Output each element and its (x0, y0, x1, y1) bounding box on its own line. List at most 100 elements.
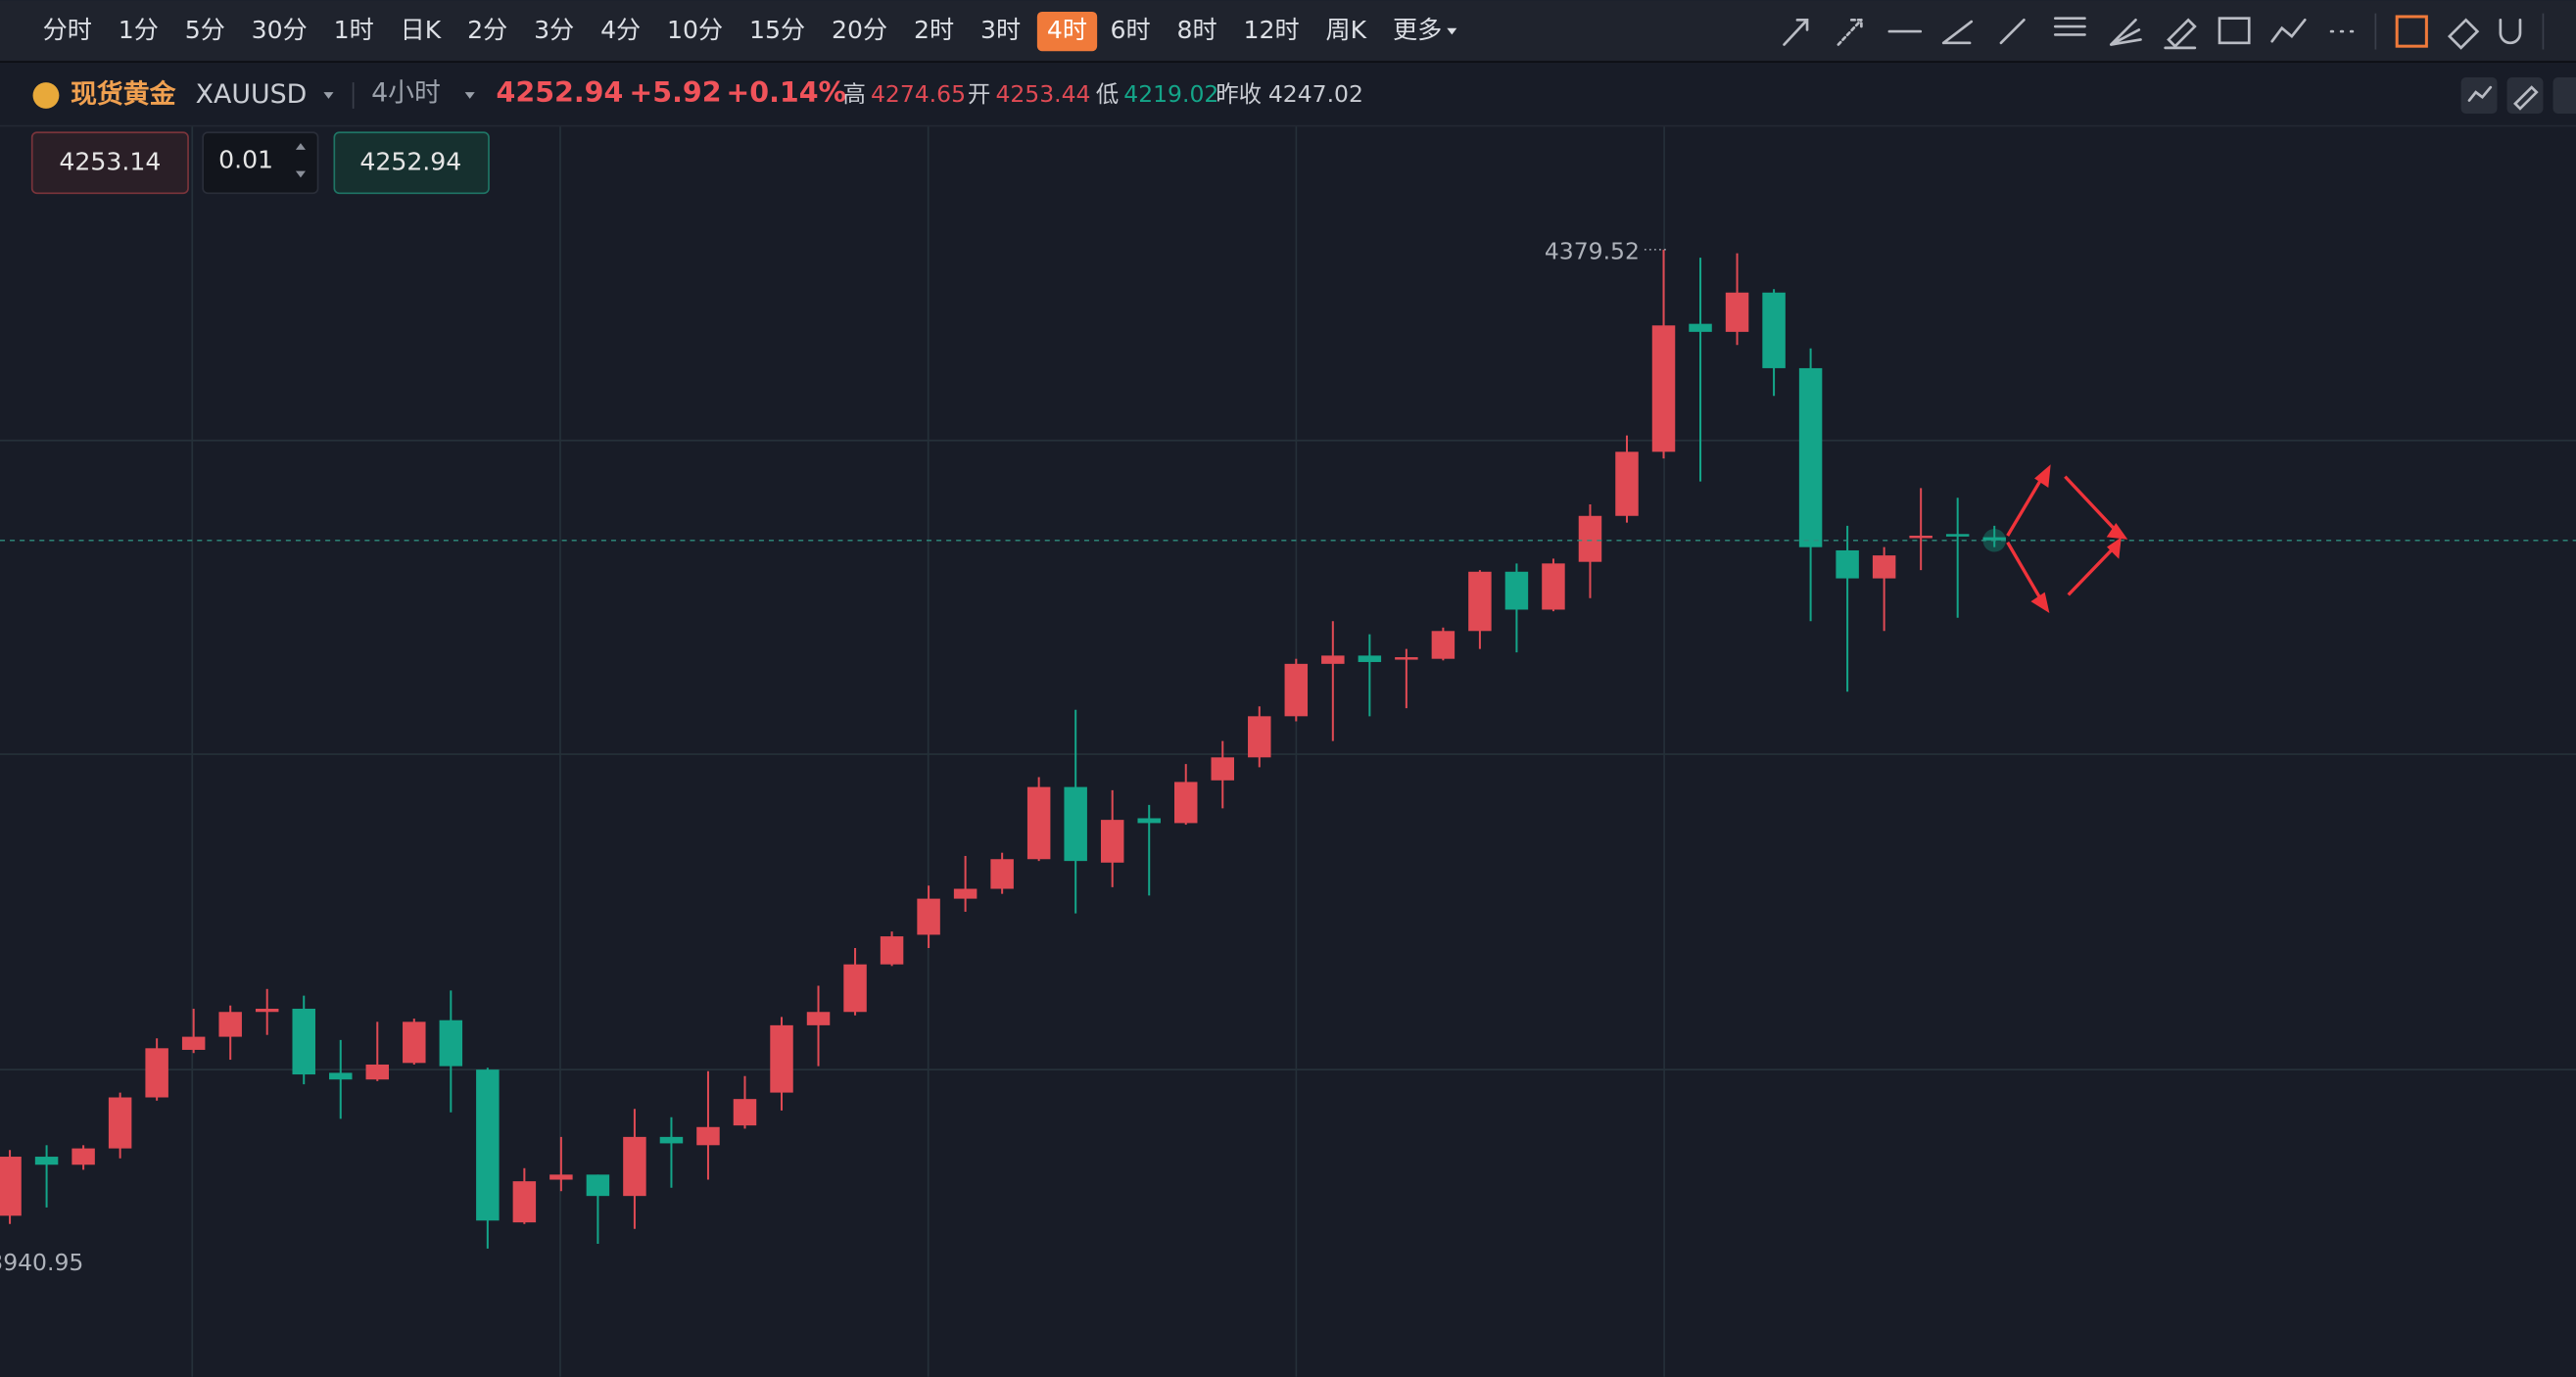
quantity: 0.01 (218, 146, 273, 174)
tool-pen[interactable] (2164, 18, 2197, 50)
candle-body (1945, 534, 1970, 537)
candle-body (0, 1157, 22, 1216)
timeframe-tab[interactable]: 10分 (667, 16, 723, 44)
candle-body (1137, 818, 1161, 824)
tool-eraser[interactable] (2447, 18, 2480, 50)
arrow-head (2106, 522, 2128, 540)
timeframe-tab[interactable]: 3分 (534, 16, 574, 44)
timeframe-tab[interactable]: 2时 (914, 16, 954, 44)
buy-button[interactable] (333, 131, 490, 195)
candle-body (623, 1136, 646, 1197)
candle-body (292, 1008, 315, 1075)
timeframe-tab[interactable]: 更多 (1393, 16, 1442, 44)
candle-body (1431, 631, 1455, 659)
last-price: 4252.94 (497, 76, 624, 109)
timeframe-tab[interactable]: 5分 (185, 16, 225, 44)
timeframe-tab[interactable]: 4时 (1047, 16, 1087, 44)
symbol-name[interactable]: 现货黄金 (71, 78, 175, 110)
candle-body (917, 898, 940, 935)
timeframe-tab[interactable]: 20分 (832, 16, 887, 44)
candle-body (1284, 663, 1309, 717)
arrow (2067, 547, 2115, 596)
candle-body (329, 1072, 353, 1080)
timeframe-tab[interactable]: 3时 (980, 16, 1021, 44)
dropdown-caret (1447, 27, 1457, 35)
candle-body (953, 888, 978, 899)
candle-body (1762, 292, 1786, 368)
candle-body (255, 1008, 279, 1013)
candle-body (549, 1174, 573, 1180)
candle-body (108, 1097, 132, 1149)
candle-body (770, 1024, 793, 1093)
price-change-pct: +0.14% (726, 76, 846, 109)
candle-body (659, 1136, 684, 1144)
candle-body (1064, 786, 1087, 862)
candle-body (1211, 757, 1235, 781)
candle-body (1798, 367, 1823, 547)
timeframe-tab[interactable]: 2分 (467, 16, 507, 44)
candle-body (1504, 571, 1529, 610)
candle-body (1872, 555, 1896, 579)
tool-magnet[interactable] (2499, 18, 2522, 45)
tool-fan[interactable] (2109, 18, 2142, 46)
timeframe-tab[interactable]: 6时 (1111, 16, 1151, 44)
sell-button[interactable] (30, 131, 189, 195)
timeframe-tabs: 分时 1分 5分 30分 1时 日K 2分 3分 4分 10分 15分 20分 2时 3时 4时 6时 8时 12… (43, 11, 1457, 52)
candle-body (439, 1020, 463, 1067)
candle-body (34, 1157, 59, 1165)
timeframe-tab[interactable]: 4分 (600, 16, 641, 44)
chart-button-icon (2513, 85, 2539, 111)
timeframe-tab[interactable]: 1时 (334, 16, 374, 44)
candle-body (696, 1126, 720, 1146)
open-label: 开 (968, 80, 990, 108)
low-value: 4219.02 (1123, 80, 1218, 108)
candle-body (1836, 549, 1859, 579)
tool-ray[interactable] (1837, 18, 1863, 46)
candle-body (72, 1148, 95, 1165)
low-marker-label: 3940.95 (0, 1249, 83, 1276)
quantity-input[interactable] (202, 131, 319, 195)
coin-icon (32, 82, 60, 109)
chart-button[interactable] (2552, 77, 2576, 114)
prev-close-value: 4247.02 (1268, 80, 1363, 108)
tool-fib[interactable] (2053, 17, 2086, 36)
candle-body (512, 1181, 537, 1223)
tool-image[interactable] (2218, 17, 2251, 45)
symbol-code[interactable]: XAUUSD (196, 79, 308, 110)
low-label: 低 (1096, 80, 1119, 108)
tool-trend[interactable] (1941, 20, 1974, 45)
timeframe-tab[interactable]: 8时 (1177, 16, 1217, 44)
candle-body (1651, 325, 1676, 452)
timeframe-tab[interactable]: 日K (401, 16, 443, 44)
candle-body (1542, 563, 1565, 610)
tool-wave[interactable] (2270, 18, 2307, 43)
annotation-arrows (2006, 464, 2128, 614)
candle-body (403, 1021, 426, 1064)
interval[interactable]: 4小时 (371, 77, 441, 108)
chart-buttons[interactable] (2460, 77, 2576, 114)
tool-segment[interactable] (1999, 18, 2026, 45)
timeframe-tab[interactable]: 周K (1325, 16, 1367, 44)
drawing-tools[interactable] (1783, 13, 2545, 50)
order-panel: 4253.14 0.01 4252.94 (30, 131, 490, 195)
candle-body (1395, 657, 1418, 660)
tool-arrow[interactable] (1783, 18, 1809, 46)
arrow-head (2034, 464, 2051, 488)
timeframe-tab[interactable]: 12时 (1244, 16, 1300, 44)
current-price-glow (1982, 529, 2006, 552)
candle-body (1358, 655, 1382, 662)
candle-body (1173, 782, 1198, 824)
candle-body (1026, 786, 1051, 860)
timeframe-tab[interactable]: 30分 (252, 16, 308, 44)
candle-body (1909, 535, 1932, 539)
timeframe-tab[interactable]: 1分 (119, 16, 159, 44)
dropdown-caret (323, 92, 334, 99)
timeframe-tab[interactable]: 分时 (43, 16, 92, 44)
candle-body (1615, 451, 1639, 516)
tool-edit[interactable] (2395, 15, 2428, 48)
price-change: +5.92 (629, 76, 721, 109)
timeframe-tab[interactable]: 15分 (749, 16, 805, 44)
arrow-head (2107, 537, 2122, 559)
candle-body (181, 1036, 206, 1050)
